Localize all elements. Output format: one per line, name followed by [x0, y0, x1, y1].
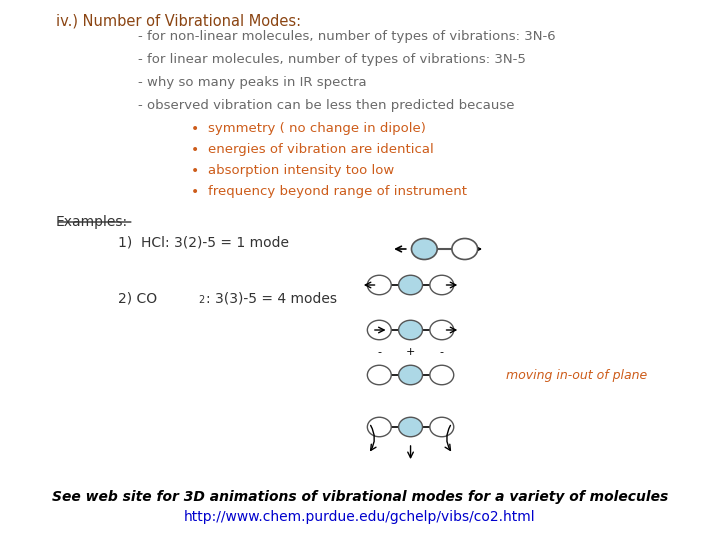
Circle shape [367, 365, 391, 384]
Circle shape [399, 365, 423, 384]
Text: •: • [192, 143, 199, 157]
Circle shape [399, 275, 423, 295]
Text: absorption intensity too low: absorption intensity too low [208, 164, 394, 177]
Text: - why so many peaks in IR spectra: - why so many peaks in IR spectra [138, 76, 367, 89]
Text: - observed vibration can be less then predicted because: - observed vibration can be less then pr… [138, 99, 515, 112]
Circle shape [430, 417, 454, 437]
Circle shape [367, 275, 391, 295]
Circle shape [430, 320, 454, 340]
Circle shape [430, 365, 454, 384]
Text: •: • [192, 164, 199, 178]
Circle shape [399, 320, 423, 340]
Text: Examples:: Examples: [55, 215, 127, 229]
Circle shape [367, 417, 391, 437]
Text: -: - [440, 347, 444, 357]
Circle shape [430, 275, 454, 295]
Text: •: • [192, 122, 199, 136]
Circle shape [399, 417, 423, 437]
Text: •: • [192, 185, 199, 199]
Text: 2: 2 [199, 295, 204, 305]
Text: : 3(3)-5 = 4 modes: : 3(3)-5 = 4 modes [207, 292, 338, 306]
Text: 1)  HCl: 3(2)-5 = 1 mode: 1) HCl: 3(2)-5 = 1 mode [119, 235, 289, 249]
Text: iv.) Number of Vibrational Modes:: iv.) Number of Vibrational Modes: [55, 14, 301, 29]
Circle shape [452, 239, 477, 260]
Circle shape [411, 239, 437, 260]
Text: frequency beyond range of instrument: frequency beyond range of instrument [208, 185, 467, 198]
Text: energies of vibration are identical: energies of vibration are identical [208, 143, 433, 156]
Text: -: - [377, 347, 382, 357]
Text: symmetry ( no change in dipole): symmetry ( no change in dipole) [208, 122, 426, 135]
Text: 2) CO: 2) CO [119, 292, 158, 306]
Text: moving in-out of plane: moving in-out of plane [505, 368, 647, 381]
Text: +: + [406, 347, 415, 357]
Text: See web site for 3D animations of vibrational modes for a variety of molecules: See web site for 3D animations of vibrat… [52, 490, 668, 504]
Text: http://www.chem.purdue.edu/gchelp/vibs/co2.html: http://www.chem.purdue.edu/gchelp/vibs/c… [184, 510, 536, 524]
Text: - for linear molecules, number of types of vibrations: 3N-5: - for linear molecules, number of types … [138, 53, 526, 66]
Text: - for non-linear molecules, number of types of vibrations: 3N-6: - for non-linear molecules, number of ty… [138, 30, 556, 43]
Circle shape [367, 320, 391, 340]
